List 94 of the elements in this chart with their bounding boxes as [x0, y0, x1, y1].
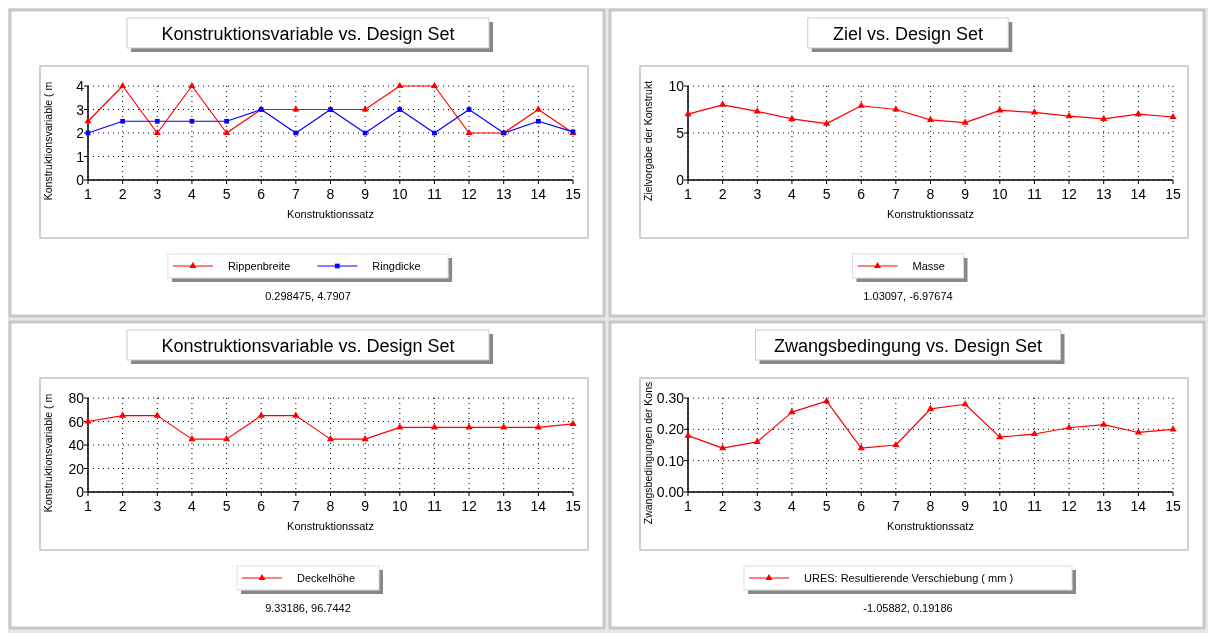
y-tick-label: 1 [76, 148, 85, 165]
y-tick-label: 80 [68, 390, 85, 406]
x-tick-label: 5 [822, 498, 831, 514]
legend-label: Ringdicke [372, 260, 421, 272]
y-tick-label: 60 [68, 413, 85, 430]
y-tick-label: 0.20 [656, 421, 685, 438]
y-axis-title: Zielvorgabe der Konstrukt [642, 80, 654, 202]
x-tick-label: 15 [1165, 186, 1181, 202]
x-tick-label: 11 [1027, 186, 1042, 202]
y-tick-label: 3 [76, 101, 85, 118]
x-tick-label: 13 [1095, 186, 1112, 202]
y-tick-label: 5 [676, 125, 685, 141]
x-tick-label: 6 [857, 186, 866, 202]
x-tick-label: 7 [891, 186, 900, 202]
y-tick-label: 0 [676, 172, 685, 188]
y-tick-label: 40 [68, 437, 85, 453]
x-tick-label: 12 [461, 186, 478, 202]
x-tick-label: 7 [291, 186, 300, 202]
text: 0.298475, 4.7907 [265, 290, 351, 302]
x-tick-label: 4 [788, 186, 797, 202]
x-tick-label: 6 [257, 186, 266, 202]
y-tick-label: 4 [76, 78, 85, 94]
x-tick-label: 10 [392, 186, 408, 202]
y-tick-label: 0.30 [656, 390, 685, 406]
x-tick-label: 8 [326, 186, 335, 202]
y-axis-title: Zwangsbedingungen der Kons [642, 381, 654, 525]
x-tick-label: 9 [361, 186, 370, 202]
chart-title: Zwangsbedingung vs. Design Set [773, 336, 1043, 356]
x-tick-label: 2 [718, 498, 727, 514]
x-tick-label: 2 [118, 186, 127, 202]
x-tick-label: 4 [188, 498, 197, 514]
x-axis-title: Konstruktionssatz [887, 208, 974, 220]
x-tick-label: 6 [257, 498, 266, 514]
chart-title: Ziel vs. Design Set [832, 24, 984, 44]
x-tick-label: 2 [718, 186, 727, 202]
y-tick-label: 2 [76, 125, 85, 141]
chart-title: Konstruktionsvariable vs. Design Set [161, 24, 455, 44]
x-tick-label: 14 [1130, 498, 1147, 514]
x-tick-label: 13 [1095, 498, 1112, 514]
x-tick-label: 8 [326, 498, 335, 514]
x-tick-label: 5 [222, 186, 231, 202]
x-tick-label: 11 [1027, 498, 1042, 514]
x-tick-label: 12 [1061, 498, 1078, 514]
x-tick-label: 10 [992, 498, 1008, 514]
x-tick-label: 14 [530, 186, 547, 202]
x-tick-label: 15 [565, 186, 581, 202]
x-tick-label: 10 [392, 498, 408, 514]
x-tick-label: 8 [926, 498, 935, 514]
chart-title: Konstruktionsvariable vs. Design Set [161, 336, 455, 356]
x-tick-label: 10 [992, 186, 1008, 202]
x-tick-label: 12 [461, 498, 478, 514]
x-tick-label: 12 [1061, 186, 1078, 202]
x-tick-label: 5 [222, 498, 231, 514]
legend-label: Deckelhöhe [297, 572, 356, 584]
y-tick-label: 0 [76, 172, 85, 188]
x-tick-label: 7 [291, 498, 300, 514]
y-tick-label: 20 [68, 460, 85, 477]
y-tick-label: 10 [668, 78, 685, 94]
x-tick-label: 4 [188, 186, 197, 202]
y-axis-title: Konstruktionsvariable ( m [42, 393, 54, 513]
text: 1.03097, -6.97674 [863, 290, 953, 302]
y-axis-title: Konstruktionsvariable ( m [42, 81, 54, 201]
x-axis-title: Konstruktionssatz [287, 520, 374, 532]
text: -1.05882, 0.19186 [863, 602, 953, 614]
y-tick-label: 0 [76, 484, 85, 500]
x-tick-label: 14 [530, 498, 547, 514]
legend-label: URES: Resultierende Verschiebung ( mm ) [804, 572, 1014, 584]
x-tick-label: 9 [961, 498, 970, 514]
x-tick-label: 7 [891, 498, 900, 514]
x-axis-title: Konstruktionssatz [287, 208, 374, 220]
x-tick-label: 3 [753, 186, 762, 202]
x-tick-label: 13 [495, 498, 512, 514]
x-tick-label: 8 [926, 186, 935, 202]
x-axis-title: Konstruktionssatz [887, 520, 974, 532]
x-tick-label: 4 [788, 498, 797, 514]
x-tick-label: 11 [427, 498, 442, 514]
legend-label: Masse [912, 260, 945, 272]
x-tick-label: 3 [153, 186, 162, 202]
text: 9.33186, 96.7442 [265, 602, 351, 614]
x-tick-label: 15 [1165, 498, 1181, 514]
x-tick-label: 11 [427, 186, 442, 202]
x-tick-label: 15 [565, 498, 581, 514]
x-tick-label: 6 [857, 498, 866, 514]
x-tick-label: 3 [153, 498, 162, 514]
x-tick-label: 2 [118, 498, 127, 514]
x-tick-label: 5 [822, 186, 831, 202]
x-tick-label: 14 [1130, 186, 1147, 202]
y-tick-label: 0.10 [656, 452, 685, 469]
x-tick-label: 9 [361, 498, 370, 514]
x-tick-label: 3 [753, 498, 762, 514]
x-tick-label: 13 [495, 186, 512, 202]
x-tick-label: 9 [961, 186, 970, 202]
legend-label: Rippenbreite [227, 260, 291, 272]
y-tick-label: 0.00 [656, 484, 685, 500]
